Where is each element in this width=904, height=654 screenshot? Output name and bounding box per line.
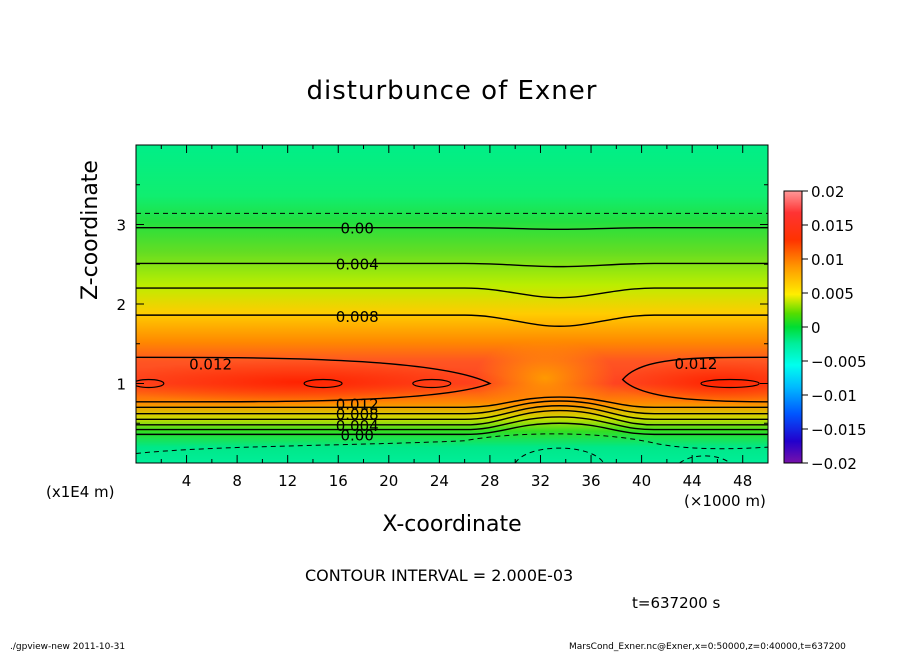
contour-label: 0.008 (336, 406, 379, 424)
contour-line (136, 356, 492, 403)
time-label: t=637200 s (632, 594, 721, 612)
contour-label-text: 0.008 (336, 308, 379, 326)
contour-line (136, 226, 768, 230)
colorbar-tick-label: 0 (811, 319, 821, 337)
contour-label: 0.012 (336, 395, 379, 413)
x-unit-label: (×1000 m) (684, 492, 766, 510)
contour-label-text: 0.012 (674, 355, 717, 373)
contour-label: 0.00 (340, 220, 373, 238)
contour-line (136, 314, 768, 327)
contour-label-text: 0.012 (189, 356, 232, 374)
contour-line-dashed (679, 455, 731, 463)
x-tick-label: 24 (430, 472, 449, 490)
contour-label-text: 0.00 (340, 220, 373, 238)
y-tick-label: 2 (116, 296, 126, 314)
contour-line (136, 400, 768, 415)
contour-line (136, 396, 768, 409)
footer-right: MarsCond_Exner.nc@Exner,x=0:50000,z=0:40… (569, 642, 846, 652)
x-axis-label: X-coordinate (382, 512, 522, 537)
colorbar-tick-label: −0.015 (811, 421, 867, 439)
colorbar-tick-label: 0.005 (811, 285, 854, 303)
contour-label-text: 0.012 (336, 395, 379, 413)
contour-label: 0.004 (336, 255, 379, 273)
x-tick-label: 44 (683, 472, 702, 490)
colorbar-tick-label: −0.01 (811, 387, 857, 405)
contour-line-dashed (136, 433, 768, 454)
y-unit-label: (x1E4 m) (46, 483, 115, 501)
contour-line (136, 409, 768, 426)
contour-label: 0.012 (674, 355, 717, 373)
contour-max-ellipse (303, 378, 343, 389)
contour-line (621, 356, 768, 403)
contour-interval-text: CONTOUR INTERVAL = 2.000E-03 (305, 566, 574, 585)
x-tick-label: 28 (480, 472, 499, 490)
colorbar: 0.02 0.015 0.01 0.005 0 −0.005 −0.01 −0.015 −0.0… (783, 183, 867, 473)
contour-line (136, 405, 768, 420)
colorbar-tick-label: 0.015 (811, 217, 854, 235)
contour-max-ellipse (412, 378, 452, 389)
footer-left: ./gpview-new 2011-10-31 (10, 642, 126, 652)
colorbar-tick-label: −0.02 (811, 455, 857, 473)
contour-label-text: 0.00 (340, 426, 373, 444)
x-tick-label: 4 (182, 472, 192, 490)
x-tick-label: 20 (379, 472, 398, 490)
colorbar-tick-label: −0.005 (811, 353, 867, 371)
contour-max-ellipse (136, 378, 165, 389)
contour-line (136, 416, 768, 431)
x-tick-label: 32 (531, 472, 550, 490)
contour-line (136, 287, 768, 299)
contour-label: 0.004 (336, 417, 379, 435)
x-tick-label: 48 (733, 472, 752, 490)
contour-line (136, 262, 768, 268)
colorbar-tick-label: 0.01 (811, 251, 844, 269)
x-tick-label: 16 (329, 472, 348, 490)
contour-line (136, 422, 768, 436)
contour-label: 0.012 (189, 356, 232, 374)
contour-label-text: 0.008 (336, 406, 379, 424)
contour-label: 0.008 (336, 308, 379, 326)
contour-line-dashed (514, 447, 605, 463)
contour-label-text: 0.004 (336, 417, 379, 435)
x-tick-label: 40 (632, 472, 651, 490)
chart-title: disturbunce of Exner (306, 76, 598, 106)
contour-max-ellipse (700, 378, 760, 389)
y-tick-label: 3 (116, 217, 126, 235)
y-tick-label: 1 (116, 376, 126, 394)
contour-label: 0.00 (340, 426, 373, 444)
contour-label-text: 0.004 (336, 255, 379, 273)
x-tick-label: 36 (581, 472, 600, 490)
x-tick-label: 8 (232, 472, 242, 490)
colorbar-tick-label: 0.02 (811, 183, 844, 201)
contour-field (136, 145, 768, 463)
x-tick-label: 12 (278, 472, 297, 490)
y-axis-label: Z-coordinate (78, 160, 103, 300)
